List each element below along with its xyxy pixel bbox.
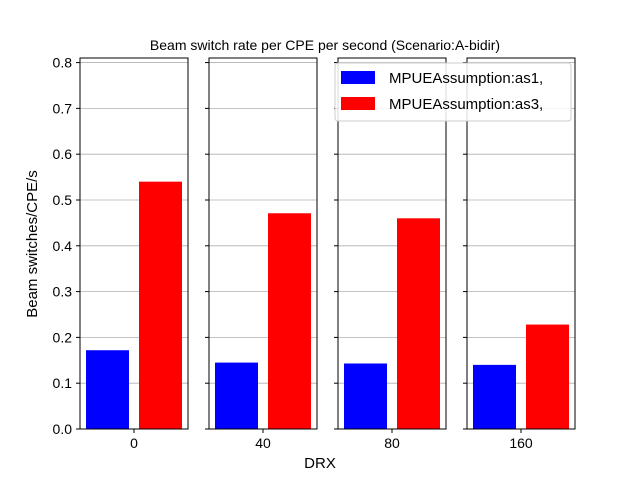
y-tick-label: 0.3 (53, 284, 73, 300)
subplot-40: 40 (205, 57, 318, 451)
subplot-0: 0 (76, 57, 189, 451)
x-tick-label: 80 (384, 435, 400, 451)
bar-as1-80 (344, 363, 387, 429)
x-tick-label: 160 (509, 435, 533, 451)
chart-title: Beam switch rate per CPE per second (Sce… (150, 37, 500, 53)
bar-as3-160 (526, 324, 569, 429)
x-tick-label: 40 (255, 435, 271, 451)
bar-as1-40 (215, 362, 258, 429)
y-tick-label: 0.8 (53, 55, 73, 71)
legend-swatch (341, 97, 375, 110)
y-tick-label: 0.5 (53, 192, 73, 208)
bar-as3-0 (139, 181, 182, 429)
legend-swatch (341, 71, 375, 84)
bar-as1-160 (473, 364, 516, 429)
x-axis-label: DRX (304, 455, 336, 472)
legend: MPUEAssumption:as1, MPUEAssumption:as3, (334, 62, 572, 122)
y-tick-label: 0.6 (53, 146, 73, 162)
legend-label: MPUEAssumption:as1, (389, 70, 543, 87)
y-axis-label: Beam switches/CPE/s (24, 170, 41, 318)
y-tick-label: 0.7 (53, 100, 73, 116)
y-tick-label: 0.4 (53, 238, 73, 254)
y-tick-label: 0.2 (53, 329, 73, 345)
bar-as3-80 (397, 218, 440, 429)
y-axis: 0.0 0.1 0.2 0.3 0.4 0.5 0.6 0.7 0.8 (53, 55, 73, 437)
bar-as3-40 (268, 213, 311, 429)
legend-box (334, 62, 572, 122)
y-tick-label: 0.0 (53, 421, 73, 437)
y-tick-label: 0.1 (53, 375, 73, 391)
x-tick-label: 0 (130, 435, 138, 451)
bar-as1-0 (86, 350, 129, 429)
legend-label: MPUEAssumption:as3, (389, 96, 543, 113)
subplot-80: 80 (334, 57, 447, 451)
subplot-160: 160 (463, 57, 576, 451)
subplot-panels: 0 40 80 160 (76, 57, 576, 451)
